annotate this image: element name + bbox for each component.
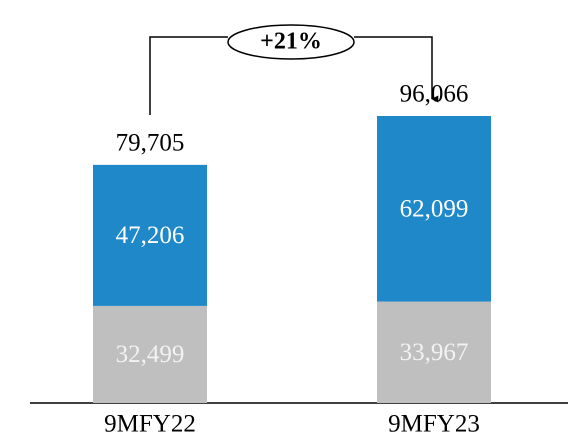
bar-segment (377, 116, 491, 302)
connector (149, 36, 228, 115)
x-tick-label: 9MFY22 (104, 411, 196, 438)
value-label: 33,967 (400, 339, 469, 366)
total-label: 79,705 (116, 130, 185, 157)
value-label: 47,206 (116, 222, 185, 249)
bar-segment (93, 305, 207, 403)
bar-segment (93, 164, 207, 306)
total-label: 96,066 (400, 81, 469, 108)
annotation-ellipse (227, 24, 355, 60)
value-label: 62,099 (400, 195, 469, 222)
x-tick-label: 9MFY23 (388, 411, 480, 438)
value-label: 32,499 (116, 341, 185, 368)
annotation: +21% (260, 29, 322, 55)
bar-segment (377, 301, 491, 403)
arrow (354, 36, 439, 103)
